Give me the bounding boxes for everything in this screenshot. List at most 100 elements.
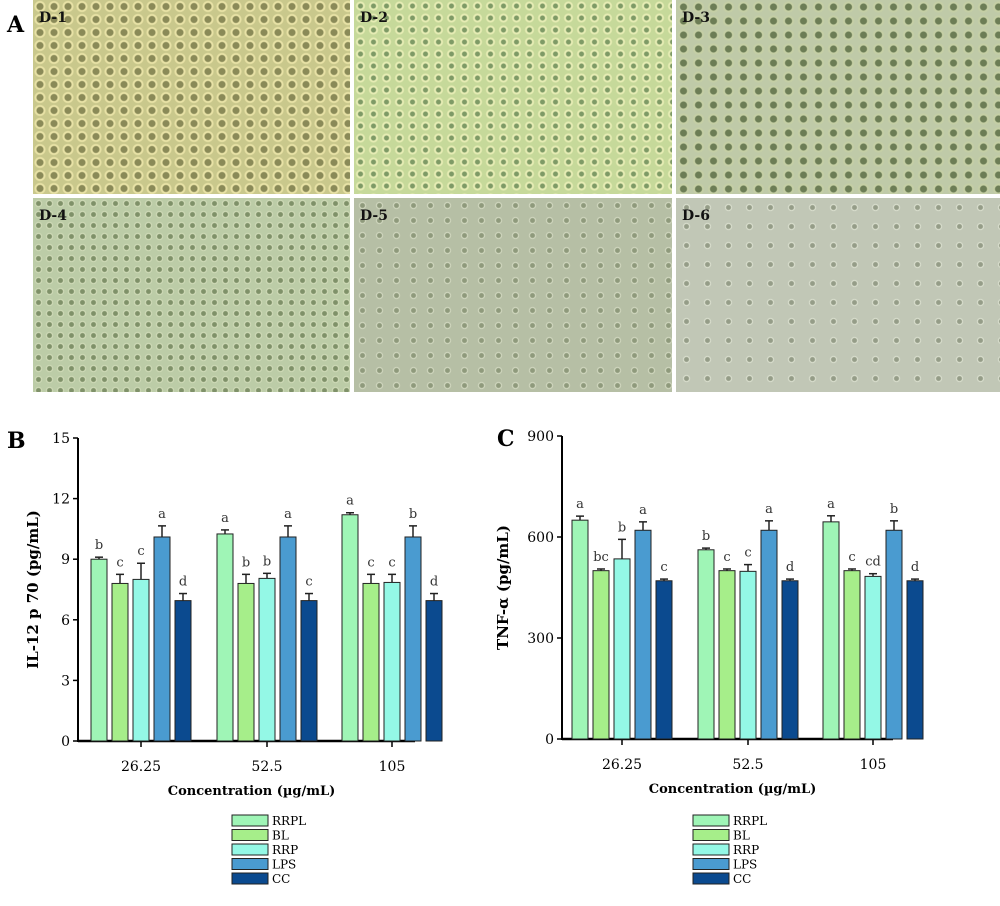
bar-rrpl <box>90 558 108 742</box>
micrograph-d2: D-2 <box>354 0 672 194</box>
significance-letter: a <box>284 507 292 522</box>
y-tick-label: 0 <box>61 734 70 750</box>
bar-bl <box>362 582 380 742</box>
bar-cc <box>655 580 673 740</box>
bar-rrpl <box>341 514 359 742</box>
y-tick-label: 0 <box>545 732 554 748</box>
x-tick-label: 26.25 <box>121 759 161 775</box>
y-tick-label: 3 <box>61 673 70 689</box>
significance-letter: c <box>723 550 730 565</box>
x-axis-label: Concentration (µg/mL) <box>168 784 336 799</box>
bar-cc <box>300 600 318 742</box>
significance-letter: b <box>409 507 417 522</box>
y-axis-label: TNF-α (pg/mL) <box>494 525 512 650</box>
significance-letter: d <box>911 560 919 575</box>
micrograph-label: D-5 <box>360 208 388 224</box>
legend-swatch-rrp <box>692 843 730 856</box>
significance-letter: b <box>242 555 250 570</box>
legend-label: CC <box>272 872 290 886</box>
significance-letter: b <box>95 538 103 553</box>
x-tick-label: 105 <box>379 759 406 775</box>
micrograph-label: D-4 <box>39 208 67 224</box>
legend-label: RRPL <box>272 814 306 828</box>
significance-letter: c <box>848 550 855 565</box>
micrograph-d5: D-5 <box>354 198 672 392</box>
bar-cc <box>174 600 192 742</box>
significance-letter: a <box>827 497 835 512</box>
bar-lps <box>153 536 171 742</box>
significance-letter: c <box>137 544 144 559</box>
legend-label: BL <box>272 829 289 843</box>
legend-label: CC <box>733 872 751 886</box>
significance-letter: a <box>346 494 354 509</box>
bar-cc <box>425 600 443 742</box>
legend-swatch-cc <box>231 872 269 885</box>
significance-letter: a <box>576 497 584 512</box>
y-tick-label: 12 <box>52 492 70 508</box>
bar-bl <box>111 582 129 742</box>
significance-letter: cd <box>865 555 881 570</box>
bar-lps <box>279 536 297 742</box>
bar-cc <box>781 580 799 740</box>
significance-letter: a <box>765 502 773 517</box>
legend-swatch-lps <box>231 858 269 870</box>
x-tick-label: 105 <box>860 757 887 773</box>
bar-rrpl <box>216 533 234 742</box>
significance-letter: b <box>702 529 710 544</box>
significance-letter: b <box>890 502 898 517</box>
significance-letter: b <box>263 554 271 569</box>
x-tick-label: 52.5 <box>251 759 282 775</box>
y-tick-label: 600 <box>527 530 554 546</box>
bar-rrpl <box>571 519 589 740</box>
y-tick-label: 300 <box>527 631 554 647</box>
bar-rrp <box>258 577 276 742</box>
bar-bl <box>237 582 255 742</box>
bar-cc <box>906 580 924 740</box>
micrograph-d4: D-4 <box>33 198 350 392</box>
legend-swatch-cc <box>692 872 730 885</box>
legend-swatch-rrpl <box>231 814 269 827</box>
bar-lps <box>404 536 422 742</box>
legend-label: RRP <box>733 843 759 857</box>
micrograph-d3: D-3 <box>676 0 1000 194</box>
significance-letter: c <box>660 560 667 575</box>
legend-swatch-bl <box>692 829 730 841</box>
micrograph-d6: D-6 <box>676 198 1000 392</box>
micrograph-d1: D-1 <box>33 0 350 194</box>
legend-swatch-lps <box>692 858 730 870</box>
significance-letter: c <box>388 555 395 570</box>
bar-rrp <box>613 558 631 740</box>
y-tick-label: 900 <box>527 429 554 445</box>
y-tick-label: 9 <box>61 552 70 568</box>
bar-bl <box>718 570 736 740</box>
significance-letter: c <box>116 555 123 570</box>
y-tick-label: 15 <box>52 431 70 447</box>
legend-swatch-bl <box>231 829 269 841</box>
x-tick-label: 26.25 <box>602 757 642 773</box>
legend-label: RRPL <box>733 814 767 828</box>
significance-letter: bc <box>593 550 609 565</box>
significance-letter: a <box>639 503 647 518</box>
significance-letter: d <box>430 575 438 590</box>
micrograph-label: D-2 <box>360 10 388 26</box>
significance-letter: b <box>618 520 626 535</box>
bar-lps <box>885 529 903 740</box>
micrograph-label: D-3 <box>682 10 710 26</box>
significance-letter: c <box>305 575 312 590</box>
legend-label: LPS <box>272 858 296 872</box>
bar-rrp <box>739 570 757 740</box>
micrograph-label: D-1 <box>39 10 67 26</box>
bar-bl <box>843 570 861 740</box>
bar-bl <box>592 570 610 740</box>
bar-rrp <box>383 581 401 742</box>
significance-letter: d <box>786 560 794 575</box>
bar-rrpl <box>822 521 840 740</box>
y-tick-label: 6 <box>61 613 70 629</box>
legend-label: RRP <box>272 843 298 857</box>
x-tick-label: 52.5 <box>732 757 763 773</box>
significance-letter: a <box>221 511 229 526</box>
significance-letter: c <box>744 546 751 561</box>
bar-rrp <box>864 575 882 740</box>
legend-swatch-rrpl <box>692 814 730 827</box>
